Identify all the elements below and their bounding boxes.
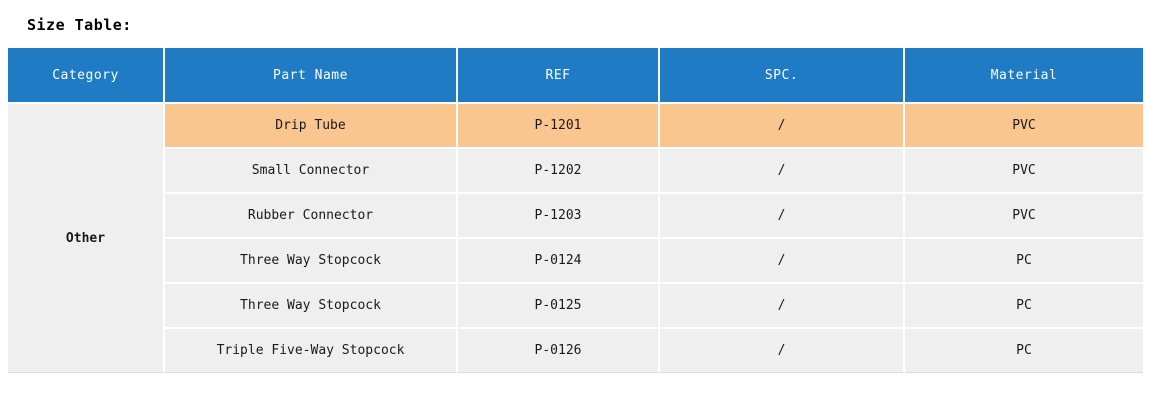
material-cell: PC — [905, 329, 1143, 373]
part-name-cell: Three Way Stopcock — [165, 284, 458, 329]
page-title: Size Table: — [27, 16, 132, 34]
table-row[interactable]: Other Drip Tube P-1201 / PVC — [8, 104, 1143, 373]
part-name-cell: Small Connector — [165, 149, 458, 194]
part-name-cell: Drip Tube — [165, 104, 458, 149]
ref-cell: P-1203 — [458, 194, 660, 239]
material-cell: PVC — [905, 149, 1143, 194]
part-name-cell: Triple Five-Way Stopcock — [165, 329, 458, 373]
column-header-part-name: Part Name — [165, 48, 458, 104]
table-row[interactable]: Three Way Stopcock P-0125 / PC — [8, 284, 1143, 329]
spc-cell: / — [660, 329, 905, 373]
column-header-material: Material — [905, 48, 1143, 104]
material-cell: PC — [905, 239, 1143, 284]
table-row[interactable]: Small Connector P-1202 / PVC — [8, 149, 1143, 194]
material-cell: PVC — [905, 104, 1143, 149]
ref-cell: P-1201 — [458, 104, 660, 149]
part-name-cell: Three Way Stopcock — [165, 239, 458, 284]
column-header-category: Category — [8, 48, 165, 104]
table-row[interactable]: Rubber Connector P-1203 / PVC — [8, 194, 1143, 239]
ref-cell: P-1202 — [458, 149, 660, 194]
spc-cell: / — [660, 149, 905, 194]
part-name-cell: Rubber Connector — [165, 194, 458, 239]
ref-cell: P-0124 — [458, 239, 660, 284]
category-cell: Other — [8, 104, 165, 373]
spc-cell: / — [660, 104, 905, 149]
spc-cell: / — [660, 239, 905, 284]
ref-cell: P-0125 — [458, 284, 660, 329]
table-row[interactable]: Triple Five-Way Stopcock P-0126 / PC — [8, 329, 1143, 373]
column-header-ref: REF — [458, 48, 660, 104]
ref-cell: P-0126 — [458, 329, 660, 373]
table-row[interactable]: Three Way Stopcock P-0124 / PC — [8, 239, 1143, 284]
table-header-row: Category Part Name REF SPC. Material — [8, 48, 1143, 104]
material-cell: PC — [905, 284, 1143, 329]
material-cell: PVC — [905, 194, 1143, 239]
size-table: Category Part Name REF SPC. Material Oth… — [8, 48, 1143, 373]
spc-cell: / — [660, 284, 905, 329]
column-header-spc: SPC. — [660, 48, 905, 104]
spc-cell: / — [660, 194, 905, 239]
